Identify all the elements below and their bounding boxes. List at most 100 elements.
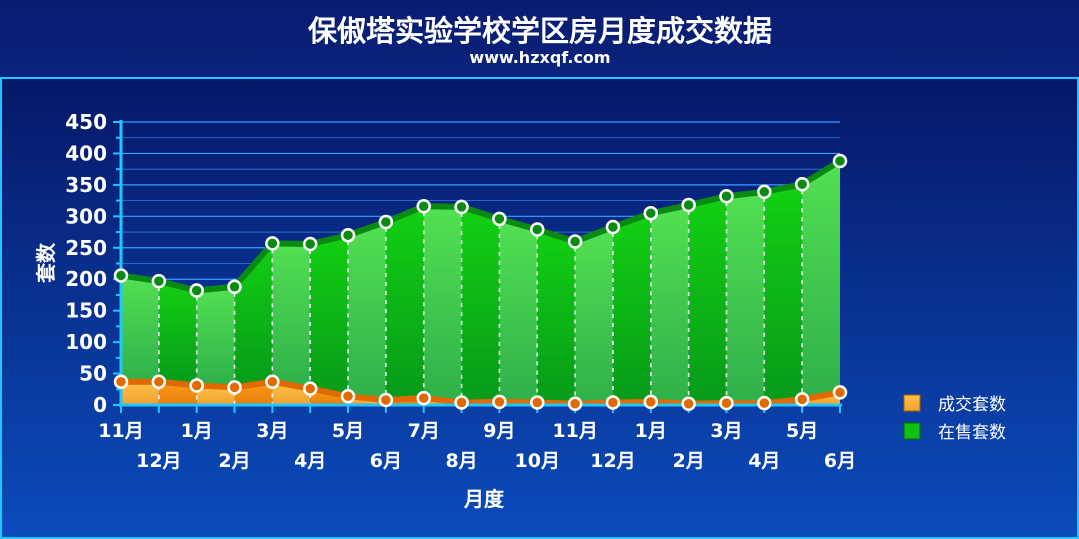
sold-data-point [832,385,848,400]
sold-area-segment [121,381,159,405]
listed-data-point [189,283,204,298]
sold-data-point [227,380,242,395]
listed-data-point [681,197,696,213]
sold-data-point [416,390,431,406]
sold-data-point [378,392,394,408]
listed-area-segment [802,160,840,400]
chart-subtitle: www.hzxqf.com [469,48,610,67]
sold-data-point [113,374,129,389]
x-tick-label: 5月 [332,420,364,442]
x-tick-label: 4月 [748,450,780,472]
y-tick-label: 150 [65,299,107,323]
legend-swatch-sold [903,394,921,412]
listed-data-point [757,184,772,200]
listed-data-point [378,214,394,230]
listed-data-point [567,234,583,249]
legend-swatch-listed [903,422,921,440]
x-tick-label: 12月 [136,450,181,472]
sold-data-point [530,395,545,410]
listed-area-segment [461,206,500,403]
area-fills [121,160,840,405]
x-axis-title: 月度 [463,487,505,511]
listed-area-segment [499,218,538,403]
sold-data-point [454,395,469,410]
sold-area-segment [196,385,235,405]
x-tick-label: 8月 [445,450,477,472]
x-tick-label: 6月 [824,450,856,472]
y-tick-label: 100 [65,330,107,354]
legend-label-listed: 在售套数 [938,423,1006,443]
x-tick-label: 1月 [635,420,667,442]
listed-area-segment [121,275,159,382]
chart-title: 保俶塔实验学校学区房月度成交数据 [307,14,772,48]
sold-data-point [643,394,659,410]
listed-data-point [227,279,242,295]
y-axis-title: 套数 [34,242,58,283]
listed-data-point [151,273,167,289]
listed-data-point [113,268,129,283]
data-points [113,153,848,411]
sold-data-point [681,396,696,411]
y-tick-label: 250 [65,236,107,260]
sold-data-point [189,378,204,393]
x-tick-label: 11月 [98,420,143,442]
tick-labels: 05010015020025030035040045011月12月1月2月3月4… [65,110,856,472]
sold-data-point [567,396,583,411]
x-tick-label: 6月 [370,450,402,472]
listed-area-segment [272,243,311,389]
x-tick-label: 3月 [710,420,742,442]
sold-data-point [794,392,810,407]
x-tick-label: 10月 [515,450,560,472]
sold-data-point [151,374,167,389]
listed-data-point [265,236,280,251]
sold-data-point [757,395,772,411]
listed-area-segment [423,206,462,403]
listed-area-segment [575,227,613,404]
sold-data-point [719,395,734,411]
x-tick-label: 5月 [786,420,818,442]
y-tick-label: 50 [79,362,107,386]
listed-area-segment [612,213,651,403]
x-tick-label: 3月 [256,420,288,442]
listed-data-point [794,177,810,192]
listed-data-point [530,222,545,237]
sold-data-point [605,395,621,410]
listed-area-segment [650,205,689,404]
sold-data-point [492,394,507,410]
x-tick-label: 12月 [590,450,635,472]
listed-area-segment [385,206,424,400]
y-tick-label: 300 [65,204,107,228]
listed-area-segment [688,196,727,404]
y-tick-label: 400 [65,141,107,165]
listed-area-segment [348,221,386,400]
x-tick-label: 4月 [294,450,326,472]
listed-area-segment [310,235,349,397]
listed-area-segment [764,184,803,404]
listed-data-point [416,199,431,214]
y-tick-label: 200 [65,267,107,291]
listed-area-segment [196,286,235,388]
x-tick-label: 7月 [408,420,440,442]
sold-data-point [340,388,356,404]
listed-data-point [643,205,659,221]
x-tick-label: 9月 [483,420,515,442]
legend: 成交套数 在售套数 [903,394,1006,443]
x-tick-label: 2月 [673,450,705,472]
sold-data-point [265,374,280,389]
y-tick-label: 0 [93,393,107,417]
listed-data-point [719,188,734,204]
listed-data-point [492,211,507,227]
listed-data-point [605,219,621,235]
listed-area-segment [537,229,576,404]
listed-data-point [454,199,469,215]
legend-label-sold: 成交套数 [938,395,1006,415]
x-tick-label: 11月 [552,420,597,442]
y-tick-label: 450 [65,110,107,134]
listed-area-segment [726,191,765,404]
y-tick-label: 350 [65,173,107,197]
sold-data-point [302,381,318,396]
listed-data-point [832,153,848,169]
listed-area-segment [158,281,197,386]
